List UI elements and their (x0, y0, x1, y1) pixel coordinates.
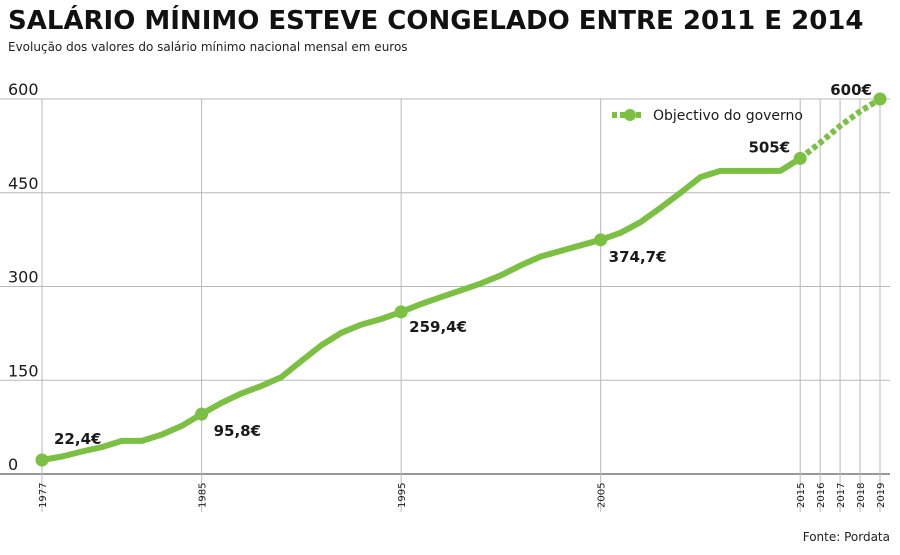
y-tick-label-150: 150 (8, 361, 39, 380)
x-tick-label-2015: 2015 (796, 483, 807, 508)
x-tick-label-2016: 2016 (816, 483, 827, 508)
y-axis-ticks: 0 150 300 450 600 (8, 80, 39, 474)
data-label-2005: 374,7€ (609, 248, 667, 266)
data-label-1977: 22,4€ (54, 430, 101, 448)
legend-label: Objectivo do governo (653, 108, 803, 124)
data-point-1985 (195, 407, 209, 421)
data-point-2005 (594, 233, 608, 247)
data-point-1995 (394, 305, 408, 319)
data-point-2019 (873, 92, 887, 106)
gridlines (0, 98, 890, 512)
x-tick-label-1985: 1985 (198, 483, 209, 508)
y-tick-label-0: 0 (8, 455, 18, 474)
x-tick-label-2019: 2019 (876, 483, 887, 508)
y-tick-label-450: 450 (8, 174, 39, 193)
data-label-1985: 95,8€ (214, 422, 261, 440)
x-tick-label-1995: 1995 (397, 483, 408, 508)
series-layer (39, 96, 882, 463)
y-tick-label-300: 300 (8, 268, 39, 287)
x-tick-label-2005: 2005 (597, 483, 608, 508)
data-points (35, 92, 887, 467)
data-label-2015: 505€ (748, 138, 790, 156)
source-note: Fonte: Pordata (802, 530, 890, 544)
legend: Objectivo do governo (612, 108, 803, 124)
data-label-2019: 600€ (830, 81, 872, 99)
y-tick-label-600: 600 (8, 80, 39, 99)
x-tick-label-2017: 2017 (836, 483, 847, 508)
x-axis-ticks: 1977 1985 1995 2005 2015 2016 2017 2018 2019 (38, 483, 887, 508)
chart-title: SALÁRIO MÍNIMO ESTEVE CONGELADO ENTRE 20… (8, 6, 864, 36)
goal-dotted-line (798, 96, 882, 161)
salary-line (39, 155, 804, 463)
x-tick-label-2018: 2018 (856, 483, 867, 508)
chart-subtitle: Evolução dos valores do salário mínimo n… (8, 40, 408, 54)
data-labels: 22,4€ 95,8€ 259,4€ 374,7€ 505€ 600€ (54, 81, 872, 448)
x-tick-label-1977: 1977 (38, 483, 49, 508)
legend-swatch-dot (624, 109, 636, 121)
data-label-1995: 259,4€ (409, 318, 467, 336)
data-point-1977 (35, 453, 49, 467)
data-point-2015 (793, 151, 807, 165)
